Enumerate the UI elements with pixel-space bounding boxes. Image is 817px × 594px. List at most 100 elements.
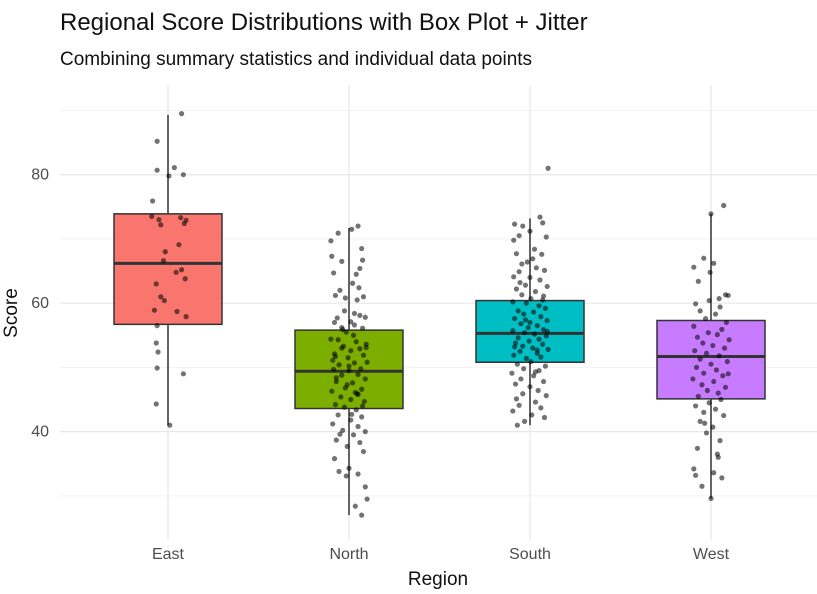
data-point: [180, 172, 186, 178]
data-point: [339, 372, 345, 378]
data-point: [331, 351, 338, 357]
data-point: [714, 332, 720, 338]
data-point: [161, 297, 167, 304]
data-point: [526, 338, 532, 344]
data-point: [715, 390, 721, 396]
data-point: [153, 401, 159, 407]
box-west: [656, 213, 766, 499]
data-point: [713, 367, 720, 373]
data-point: [692, 348, 698, 354]
data-point: [521, 366, 527, 372]
data-point: [356, 285, 362, 291]
data-point: [328, 238, 334, 244]
data-point: [352, 389, 358, 396]
data-point: [153, 340, 159, 346]
data-point: [693, 364, 700, 370]
data-point: [711, 470, 717, 476]
data-point: [353, 271, 359, 277]
data-point: [171, 165, 177, 171]
data-point: [711, 260, 717, 266]
data-point: [543, 333, 549, 339]
data-point: [344, 382, 350, 388]
data-point: [530, 256, 536, 262]
data-point: [362, 376, 368, 382]
data-point: [540, 378, 547, 385]
data-point: [348, 348, 354, 354]
y-tick-label: 80: [31, 167, 49, 184]
data-point: [708, 495, 714, 502]
data-point: [704, 387, 710, 394]
x-tick-label: West: [693, 546, 730, 563]
data-point: [333, 437, 339, 443]
data-point: [527, 274, 533, 281]
y-tick-label: 40: [31, 424, 49, 441]
data-point: [167, 422, 173, 428]
data-point: [523, 355, 529, 361]
data-point: [702, 315, 709, 322]
data-point: [516, 233, 522, 239]
y-axis-title: Score: [1, 288, 22, 338]
tick-labels: 40 60 80 East North South West: [31, 167, 729, 563]
data-point: [357, 346, 363, 352]
data-point: [359, 386, 365, 392]
data-point: [533, 265, 539, 271]
data-point: [724, 359, 730, 365]
data-point: [151, 307, 158, 313]
data-point: [531, 309, 537, 315]
data-point: [719, 326, 725, 333]
data-point: [362, 484, 368, 490]
data-point: [710, 424, 716, 430]
data-point: [355, 223, 361, 229]
data-point: [333, 375, 339, 381]
data-point: [355, 371, 361, 378]
data-point: [511, 352, 517, 358]
data-point: [330, 421, 336, 427]
x-tick-label: South: [509, 546, 551, 563]
data-point: [357, 312, 363, 318]
data-point: [358, 366, 364, 372]
data-point: [701, 255, 707, 261]
data-point: [178, 267, 185, 273]
data-point: [514, 422, 520, 428]
chart-title: Regional Score Distributions with Box Pl…: [60, 9, 588, 36]
data-point: [699, 483, 705, 489]
data-point: [338, 394, 344, 400]
data-point: [329, 388, 335, 394]
data-point: [522, 317, 529, 323]
data-point: [707, 269, 713, 275]
data-point: [538, 405, 544, 411]
data-point: [537, 277, 543, 283]
data-point: [162, 249, 168, 255]
data-point: [695, 393, 701, 399]
data-point: [154, 138, 160, 144]
data-point: [352, 503, 358, 509]
data-point: [534, 323, 540, 329]
box-iqr: [656, 319, 766, 400]
data-point: [536, 336, 542, 342]
chart-subtitle: Combining summary statistics and individ…: [60, 49, 533, 70]
data-point: [516, 269, 522, 275]
data-point: [710, 342, 716, 349]
data-point: [711, 378, 717, 385]
data-point: [156, 217, 162, 223]
data-point: [348, 396, 354, 403]
data-point: [720, 373, 726, 379]
data-point: [513, 251, 520, 257]
data-point: [158, 222, 164, 228]
data-point: [515, 308, 521, 314]
data-point: [331, 366, 337, 372]
data-point: [154, 365, 160, 371]
data-point: [519, 292, 525, 298]
data-point: [525, 324, 531, 331]
data-point: [362, 429, 368, 435]
data-point: [534, 347, 540, 353]
data-point: [532, 288, 539, 295]
data-point: [531, 373, 537, 379]
data-point: [517, 348, 523, 354]
data-point: [543, 234, 549, 240]
data-point: [540, 297, 546, 303]
data-point: [530, 345, 536, 351]
data-point: [337, 287, 343, 293]
data-point: [538, 314, 544, 320]
data-point: [360, 294, 367, 300]
